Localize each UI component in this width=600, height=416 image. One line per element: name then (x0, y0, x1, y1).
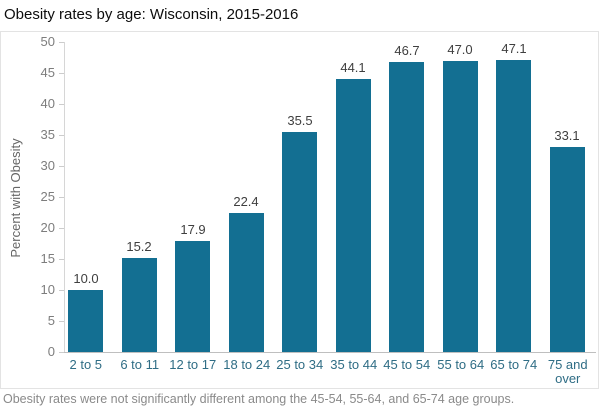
bar-value-label: 47.0 (447, 42, 473, 57)
x-axis-label: 65 to 74 (490, 357, 538, 372)
y-tick-label: 25 (40, 189, 55, 204)
y-axis-line (64, 42, 65, 352)
bar-65-to-74 (496, 60, 531, 352)
bar-value-label: 15.2 (126, 239, 152, 254)
x-axis-label: 35 to 44 (330, 357, 378, 372)
bar-value-label: 46.7 (394, 43, 420, 58)
bar-6-to-11 (122, 258, 157, 352)
y-tick-label: 45 (40, 65, 55, 80)
y-tick-label: 15 (40, 251, 55, 266)
y-tick-mark (59, 259, 64, 260)
y-tick-mark (59, 166, 64, 167)
y-tick-label: 10 (40, 282, 55, 297)
bar-value-label: 22.4 (233, 194, 259, 209)
bar-12-to-17 (175, 241, 210, 352)
bar-value-label: 35.5 (287, 113, 313, 128)
x-axis-label: 2 to 5 (69, 357, 103, 372)
y-tick-label: 5 (47, 313, 55, 328)
bar-25-to-34 (282, 132, 317, 352)
y-tick-mark (59, 352, 64, 353)
bar-75-and-over (550, 147, 585, 352)
x-axis-label: 12 to 17 (169, 357, 217, 372)
y-tick-mark (59, 42, 64, 43)
bar-18-to-24 (229, 213, 264, 352)
bar-value-label: 33.1 (554, 128, 580, 143)
chart-title: Obesity rates by age: Wisconsin, 2015-20… (4, 6, 299, 23)
bar-45-to-54 (389, 62, 424, 352)
x-axis-label: 6 to 11 (120, 357, 160, 372)
y-tick-label: 0 (47, 344, 55, 359)
y-tick-label: 40 (40, 96, 55, 111)
x-axis-label: 55 to 64 (437, 357, 485, 372)
y-tick-mark (59, 104, 64, 105)
y-tick-mark (59, 290, 64, 291)
x-axis-label: 45 to 54 (383, 357, 431, 372)
x-axis-label: 75 and over (547, 357, 588, 386)
y-tick-label: 20 (40, 220, 55, 235)
y-tick-label: 30 (40, 158, 55, 173)
x-axis-label: 25 to 34 (276, 357, 324, 372)
x-axis-line (64, 352, 596, 353)
bar-value-label: 17.9 (180, 222, 206, 237)
bar-35-to-44 (336, 79, 371, 352)
chart-frame: Percent with Obesity 0 5 10 15 20 25 30 35 40 45 5… (0, 31, 599, 389)
y-tick-mark (59, 135, 64, 136)
y-tick-label: 50 (40, 34, 55, 49)
y-tick-mark (59, 197, 64, 198)
x-axis-label: 18 to 24 (223, 357, 271, 372)
footnote: Obesity rates were not significantly dif… (3, 392, 515, 406)
y-tick-mark (59, 228, 64, 229)
bar-2-to-5 (68, 290, 103, 352)
bar-value-label: 10.0 (73, 271, 99, 286)
bar-value-label: 44.1 (340, 60, 366, 75)
y-tick-mark (59, 321, 64, 322)
bar-55-to-64 (443, 61, 478, 352)
y-tick-mark (59, 73, 64, 74)
bar-value-label: 47.1 (501, 41, 527, 56)
y-tick-label: 35 (40, 127, 55, 142)
